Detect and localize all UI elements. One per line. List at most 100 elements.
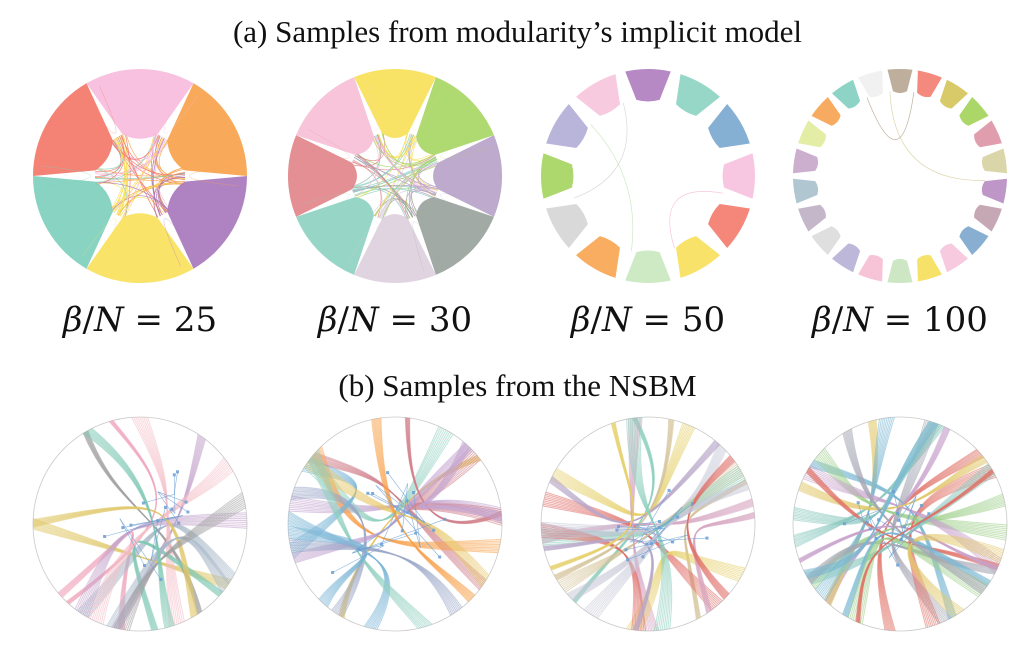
tree-node [443,517,447,521]
beta-symbol: β [62,300,83,340]
beta-symbol: β [812,300,832,340]
group-9 [546,204,588,248]
edge [163,85,199,134]
edge [89,426,166,631]
edge [354,164,439,197]
tree-edge [174,474,176,514]
tree-edge [844,508,883,525]
tree-edge [616,528,665,531]
group-19 [798,120,826,148]
tree-node [874,536,878,540]
beta-eq: = [872,300,924,340]
tree-node [626,558,630,562]
edge [353,156,439,188]
tree-edge [104,515,183,537]
beta-eq: = [123,300,174,340]
group-12 [576,74,620,116]
tree-node [380,542,384,546]
tree-node [186,510,190,514]
tree-node [432,528,436,532]
beta-var: N [94,300,124,340]
group-14 [832,243,861,273]
edge [907,539,1002,619]
edge [355,132,408,199]
tree-node [615,528,619,532]
tree-node [896,518,900,522]
tree-edge [157,491,187,503]
group-3 [708,104,750,148]
edge-bundles [541,417,755,631]
caption-a: (a) Samples from modularity’s implicit m… [232,14,803,49]
beta-value: 100 [923,300,988,340]
edge [855,471,996,624]
tree-edge [888,513,930,559]
caption-b: (b) Samples from the NSBM [338,368,697,403]
edge [95,135,160,175]
edge [554,425,697,515]
edge [355,153,409,220]
group-2 [917,70,942,98]
edge [417,162,439,197]
tree-node [400,529,404,533]
tree-node [129,523,133,527]
edge [686,459,737,602]
beta-slash: / [337,300,349,340]
edge [374,134,415,217]
tree-edge [857,502,864,523]
tree-node [902,525,906,529]
tree-edge [901,496,917,540]
group-12 [887,258,913,284]
tree-edge [150,507,166,561]
edge [95,182,124,216]
edge [94,137,124,179]
hierarchy-tree [615,488,709,562]
group-16 [798,204,826,232]
tree-node [927,512,931,516]
edge [440,128,490,159]
tree-edge [888,505,922,559]
edge [850,426,984,596]
tree-node [868,527,872,531]
nsbm-sample-panel-4 [792,416,1008,632]
group-10 [541,153,574,199]
edge [41,165,91,187]
edge [110,134,159,160]
tree-node [177,521,181,525]
edge [801,422,940,572]
tree-edge [157,491,179,524]
tree-edge [372,493,425,523]
edge [351,134,381,188]
group-13 [858,254,883,282]
group-7 [981,178,1007,204]
tree-node [103,535,107,538]
group-7 [625,250,671,283]
tree-node [331,571,335,574]
tree-node [899,538,903,542]
hierarchy-tree [103,470,190,581]
edge [300,128,350,159]
edge [163,218,199,267]
tree-edge [629,516,678,543]
tree-edge [651,506,683,544]
tree-node [891,490,895,493]
tree-edge [119,518,162,580]
edge [382,159,438,220]
group-8 [974,204,1002,232]
edge [33,506,192,621]
edge [288,509,386,629]
tree-node [366,491,370,495]
tree-node [842,522,846,526]
edge [312,451,482,592]
group-8 [576,236,620,278]
group-5 [708,204,750,248]
group-6 [676,236,720,278]
tree-edge [157,491,189,513]
inter-group-edges [351,132,439,220]
tree-edge [413,492,421,548]
tree-edge [367,493,425,523]
edge [412,221,443,271]
beta-var: N [349,300,379,340]
tree-node [671,540,675,544]
group-4 [959,97,989,126]
tree-node [414,531,418,535]
